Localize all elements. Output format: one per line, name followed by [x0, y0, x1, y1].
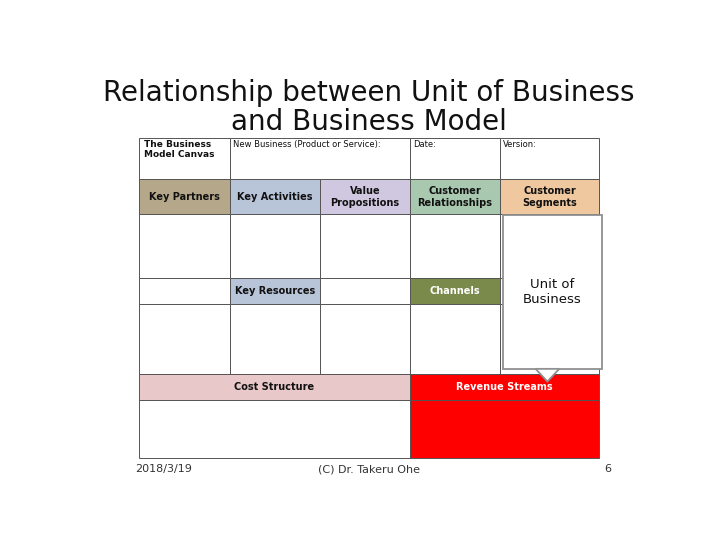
Bar	[410, 304, 500, 374]
Text: Value
Propositions: Value Propositions	[330, 186, 400, 207]
Bar	[230, 138, 410, 179]
Text: Relationship between Unit of Business: Relationship between Unit of Business	[103, 79, 635, 107]
Text: Customer
Relationships: Customer Relationships	[418, 186, 492, 207]
Text: 2018/3/19: 2018/3/19	[135, 464, 192, 474]
Text: Date:: Date:	[413, 140, 436, 149]
Bar	[503, 215, 602, 369]
Text: (C) Dr. Takeru Ohe: (C) Dr. Takeru Ohe	[318, 464, 420, 474]
Text: Key Resources: Key Resources	[235, 286, 315, 296]
Polygon shape	[536, 369, 559, 382]
Bar	[139, 138, 230, 179]
Text: 6: 6	[605, 464, 612, 474]
Bar	[139, 279, 230, 304]
Bar	[500, 304, 599, 374]
Text: Version:: Version:	[503, 140, 537, 149]
Text: Key Partners: Key Partners	[149, 192, 220, 202]
Bar	[139, 304, 230, 374]
Text: The Business
Model Canvas: The Business Model Canvas	[143, 140, 214, 159]
Bar	[320, 279, 410, 304]
Text: Cost Structure: Cost Structure	[235, 382, 315, 392]
Bar	[320, 304, 410, 374]
Bar	[320, 179, 410, 214]
Text: Key Activities: Key Activities	[237, 192, 312, 202]
Bar	[139, 400, 410, 458]
Text: New Business (Product or Service):: New Business (Product or Service):	[233, 140, 381, 149]
Text: Revenue Streams: Revenue Streams	[456, 382, 553, 392]
Bar	[500, 138, 599, 179]
Bar	[500, 279, 599, 304]
Bar	[410, 214, 500, 279]
Bar	[230, 304, 320, 374]
Bar	[230, 179, 320, 214]
Text: Unit of
Business: Unit of Business	[523, 278, 582, 306]
Bar	[230, 214, 320, 279]
Bar	[320, 214, 410, 279]
Bar	[410, 138, 500, 179]
Bar	[139, 179, 230, 214]
Bar	[410, 279, 500, 304]
Bar	[410, 374, 599, 400]
Bar	[410, 400, 599, 458]
Text: and Business Model: and Business Model	[231, 109, 507, 137]
Text: Channels: Channels	[430, 286, 480, 296]
Bar	[410, 179, 500, 214]
Bar	[500, 179, 599, 214]
Text: Customer
Segments: Customer Segments	[522, 186, 577, 207]
Bar	[139, 374, 410, 400]
Bar	[500, 214, 599, 279]
Bar	[230, 279, 320, 304]
Bar	[139, 214, 230, 279]
